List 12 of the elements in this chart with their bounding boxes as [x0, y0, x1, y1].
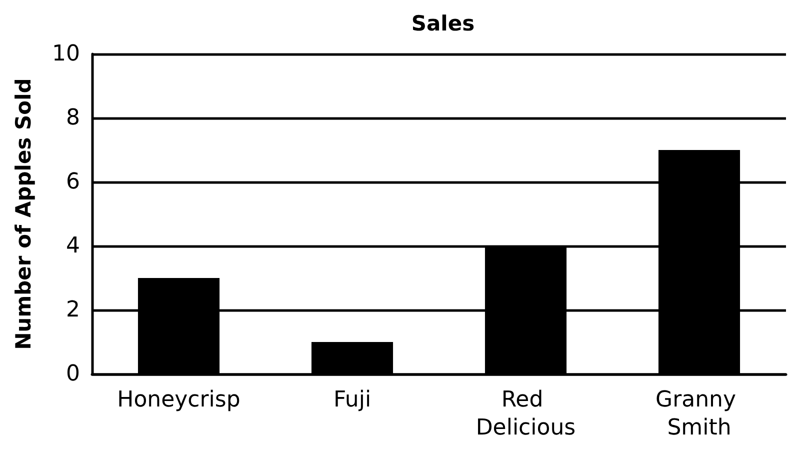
x-tick-label: Fuji: [333, 388, 372, 412]
x-tick-label: Granny Smith: [656, 388, 743, 440]
y-tick-label: 4: [66, 234, 80, 258]
x-tick-label: Red Delicious: [476, 388, 576, 440]
y-tick-label: 6: [66, 170, 80, 194]
y-tick-label: 2: [66, 298, 80, 322]
y-tick-label: 8: [66, 106, 80, 130]
y-axis-title: Number of Apples Sold: [12, 78, 36, 350]
chart-title: Sales: [411, 12, 475, 36]
y-tick-label: 10: [52, 42, 80, 66]
x-tick-label: Honeycrisp: [117, 388, 240, 412]
y-tick-label: 0: [66, 362, 80, 386]
